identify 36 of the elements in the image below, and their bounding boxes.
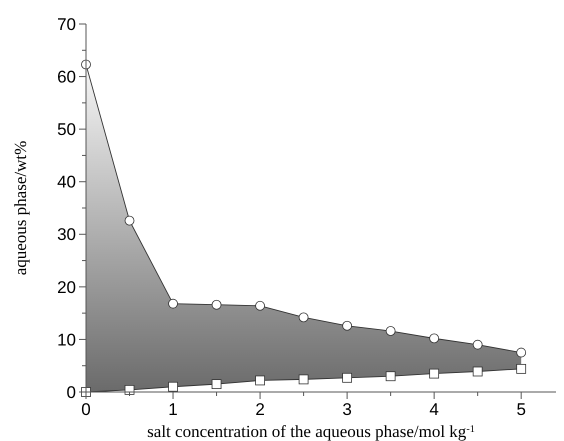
x-tick-label: 1	[168, 400, 178, 419]
point	[429, 333, 440, 344]
point	[516, 348, 526, 358]
x-tick-label: 2	[255, 400, 265, 419]
y-tick-label: 20	[57, 278, 76, 297]
y-axis-title: aqueous phase/wt%	[11, 140, 30, 276]
point	[386, 371, 396, 382]
y-tick-label: 60	[57, 68, 76, 87]
point	[472, 366, 483, 376]
point	[212, 379, 222, 390]
point	[298, 374, 308, 384]
y-tick-label: 10	[57, 330, 76, 350]
point	[516, 364, 526, 374]
point	[386, 326, 396, 336]
point	[212, 300, 222, 310]
y-tick-label: 70	[57, 14, 76, 34]
point	[124, 384, 134, 395]
point	[429, 368, 440, 378]
y-tick-label: 0	[66, 382, 76, 402]
point	[255, 300, 265, 311]
point	[124, 216, 134, 226]
point	[472, 340, 483, 350]
y-tick-label: 30	[57, 225, 76, 244]
x-tick-label: 5	[516, 400, 526, 419]
point	[298, 312, 308, 322]
x-tick-label: 4	[429, 400, 439, 419]
point	[342, 372, 352, 383]
x-tick-label: 0	[81, 400, 91, 419]
point	[168, 298, 178, 309]
point	[342, 320, 352, 331]
point	[168, 382, 178, 392]
x-axis-title: salt concentration of the aqueous phase/mol kg$^{-1}$	[147, 422, 475, 441]
x-tick-label: 3	[342, 400, 352, 419]
y-tick-label: 40	[57, 172, 76, 192]
y-tick-label: 50	[57, 120, 76, 140]
point	[255, 376, 265, 386]
